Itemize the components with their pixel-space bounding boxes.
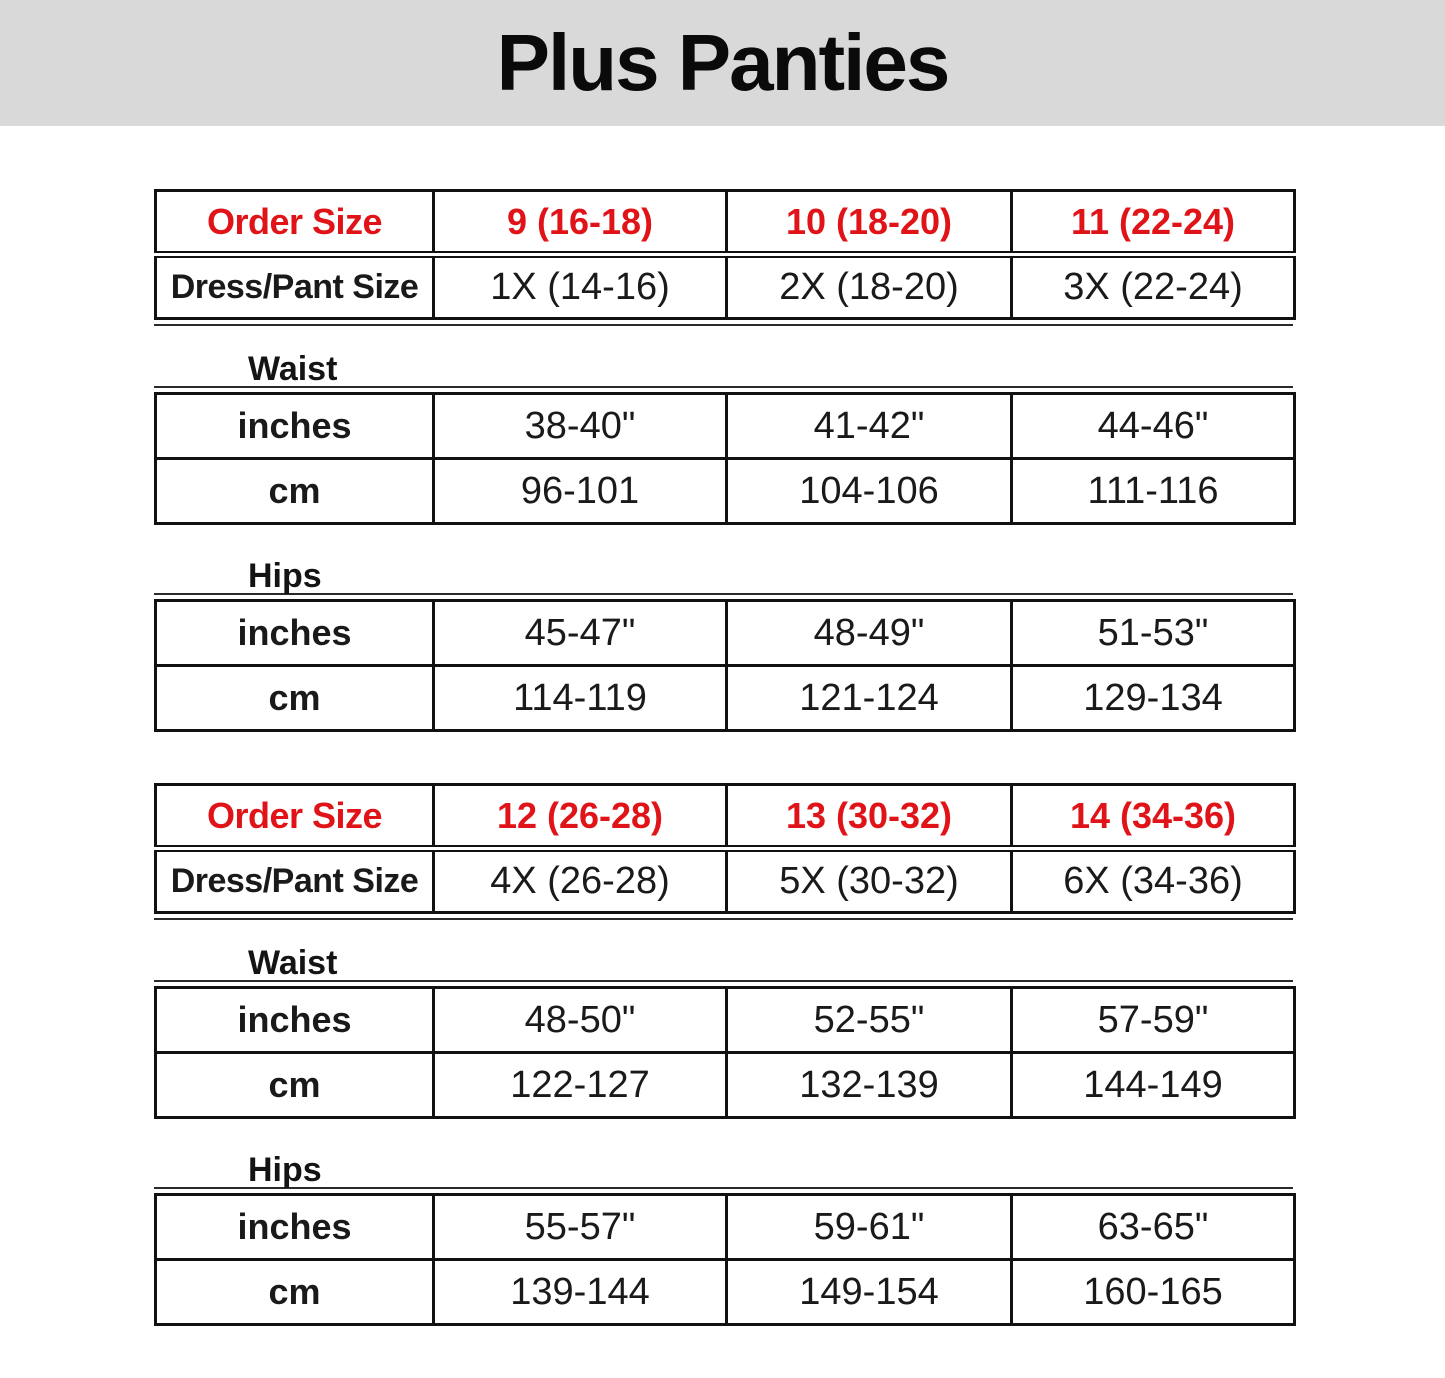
inches-label: inches	[154, 599, 435, 667]
hips-cm-value: 160-165	[1010, 1258, 1296, 1326]
cm-label: cm	[154, 1258, 435, 1326]
dress-size-value: 4X (26-28)	[432, 847, 728, 914]
order-size-value: 13 (30-32)	[725, 783, 1013, 852]
inches-label: inches	[154, 392, 435, 460]
dress-size-value: 3X (22-24)	[1010, 253, 1296, 320]
order-size-value: 9 (16-18)	[432, 189, 728, 258]
inches-label: inches	[154, 1193, 435, 1261]
hips-inches-value: 59-61"	[725, 1193, 1013, 1261]
waist-cm-value: 122-127	[432, 1051, 728, 1119]
waist-cm-row-2: cm 122-127 132-139 144-149	[154, 1051, 1296, 1119]
order-size-value: 14 (34-36)	[1010, 783, 1296, 852]
waist-cm-value: 132-139	[725, 1051, 1013, 1119]
waist-inches-value: 41-42"	[725, 392, 1013, 460]
waist-inches-row-2: inches 48-50" 52-55" 57-59"	[154, 986, 1296, 1054]
dress-size-value: 5X (30-32)	[725, 847, 1013, 914]
hips-cm-value: 149-154	[725, 1258, 1013, 1326]
dress-pant-size-row-1: Dress/Pant Size 1X (14-16) 2X (18-20) 3X…	[154, 253, 1296, 320]
dress-pant-size-row-2: Dress/Pant Size 4X (26-28) 5X (30-32) 6X…	[154, 847, 1296, 914]
waist-table-2: inches 48-50" 52-55" 57-59" cm 122-127 1…	[154, 986, 1296, 1119]
hips-inches-value: 45-47"	[432, 599, 728, 667]
size-chart-page: Plus Panties Order Size 9 (16-18) 10 (18…	[0, 0, 1445, 1326]
waist-inches-value: 48-50"	[432, 986, 728, 1054]
size-chart-content: Order Size 9 (16-18) 10 (18-20) 11 (22-2…	[154, 189, 1296, 1326]
hips-cm-value: 139-144	[432, 1258, 728, 1326]
order-size-table-2-wrap: Order Size 12 (26-28) 13 (30-32) 14 (34-…	[154, 783, 1296, 920]
hips-cm-value: 121-124	[725, 664, 1013, 732]
hips-section-label-1: Hips	[248, 557, 322, 595]
hips-inches-value: 55-57"	[432, 1193, 728, 1261]
order-size-header-label: Order Size	[154, 189, 435, 258]
hips-cm-value: 114-119	[432, 664, 728, 732]
cm-label: cm	[154, 457, 435, 525]
waist-cm-value: 111-116	[1010, 457, 1296, 525]
order-size-table-1-wrap: Order Size 9 (16-18) 10 (18-20) 11 (22-2…	[154, 189, 1296, 326]
waist-table-2-wrap: inches 48-50" 52-55" 57-59" cm 122-127 1…	[154, 980, 1296, 1119]
hips-inches-row-2: inches 55-57" 59-61" 63-65"	[154, 1193, 1296, 1261]
waist-inches-value: 38-40"	[432, 392, 728, 460]
hips-cm-row-1: cm 114-119 121-124 129-134	[154, 664, 1296, 732]
order-size-header-row-2: Order Size 12 (26-28) 13 (30-32) 14 (34-…	[154, 783, 1296, 852]
hips-inches-row-1: inches 45-47" 48-49" 51-53"	[154, 599, 1296, 667]
waist-cm-value: 144-149	[1010, 1051, 1296, 1119]
dress-pant-size-label: Dress/Pant Size	[154, 847, 435, 914]
waist-section-label-2: Waist	[248, 944, 338, 982]
hips-section-label-2: Hips	[248, 1151, 322, 1189]
hips-table-2: inches 55-57" 59-61" 63-65" cm 139-144 1…	[154, 1193, 1296, 1326]
waist-inches-value: 57-59"	[1010, 986, 1296, 1054]
order-size-value: 10 (18-20)	[725, 189, 1013, 258]
waist-inches-value: 44-46"	[1010, 392, 1296, 460]
waist-cm-value: 96-101	[432, 457, 728, 525]
title-banner: Plus Panties	[0, 0, 1445, 126]
dress-size-value: 6X (34-36)	[1010, 847, 1296, 914]
waist-cm-value: 104-106	[725, 457, 1013, 525]
waist-table-1: inches 38-40" 41-42" 44-46" cm 96-101 10…	[154, 392, 1296, 525]
waist-cm-row-1: cm 96-101 104-106 111-116	[154, 457, 1296, 525]
cm-label: cm	[154, 1051, 435, 1119]
hips-table-2-wrap: inches 55-57" 59-61" 63-65" cm 139-144 1…	[154, 1187, 1296, 1326]
dress-pant-size-label: Dress/Pant Size	[154, 253, 435, 320]
cm-label: cm	[154, 664, 435, 732]
hips-cm-row-2: cm 139-144 149-154 160-165	[154, 1258, 1296, 1326]
order-size-table-1: Order Size 9 (16-18) 10 (18-20) 11 (22-2…	[154, 189, 1296, 320]
waist-section-label-1: Waist	[248, 350, 338, 388]
waist-inches-value: 52-55"	[725, 986, 1013, 1054]
hips-inches-value: 51-53"	[1010, 599, 1296, 667]
order-size-table-2: Order Size 12 (26-28) 13 (30-32) 14 (34-…	[154, 783, 1296, 914]
waist-table-1-wrap: inches 38-40" 41-42" 44-46" cm 96-101 10…	[154, 386, 1296, 525]
dress-size-value: 1X (14-16)	[432, 253, 728, 320]
dress-size-value: 2X (18-20)	[725, 253, 1013, 320]
hips-inches-value: 48-49"	[725, 599, 1013, 667]
hips-cm-value: 129-134	[1010, 664, 1296, 732]
hips-table-1-wrap: inches 45-47" 48-49" 51-53" cm 114-119 1…	[154, 593, 1296, 732]
waist-inches-row-1: inches 38-40" 41-42" 44-46"	[154, 392, 1296, 460]
inches-label: inches	[154, 986, 435, 1054]
order-size-value: 11 (22-24)	[1010, 189, 1296, 258]
order-size-header-row-1: Order Size 9 (16-18) 10 (18-20) 11 (22-2…	[154, 189, 1296, 258]
page-title: Plus Panties	[496, 18, 951, 107]
hips-inches-value: 63-65"	[1010, 1193, 1296, 1261]
order-size-value: 12 (26-28)	[432, 783, 728, 852]
hips-table-1: inches 45-47" 48-49" 51-53" cm 114-119 1…	[154, 599, 1296, 732]
order-size-header-label: Order Size	[154, 783, 435, 852]
